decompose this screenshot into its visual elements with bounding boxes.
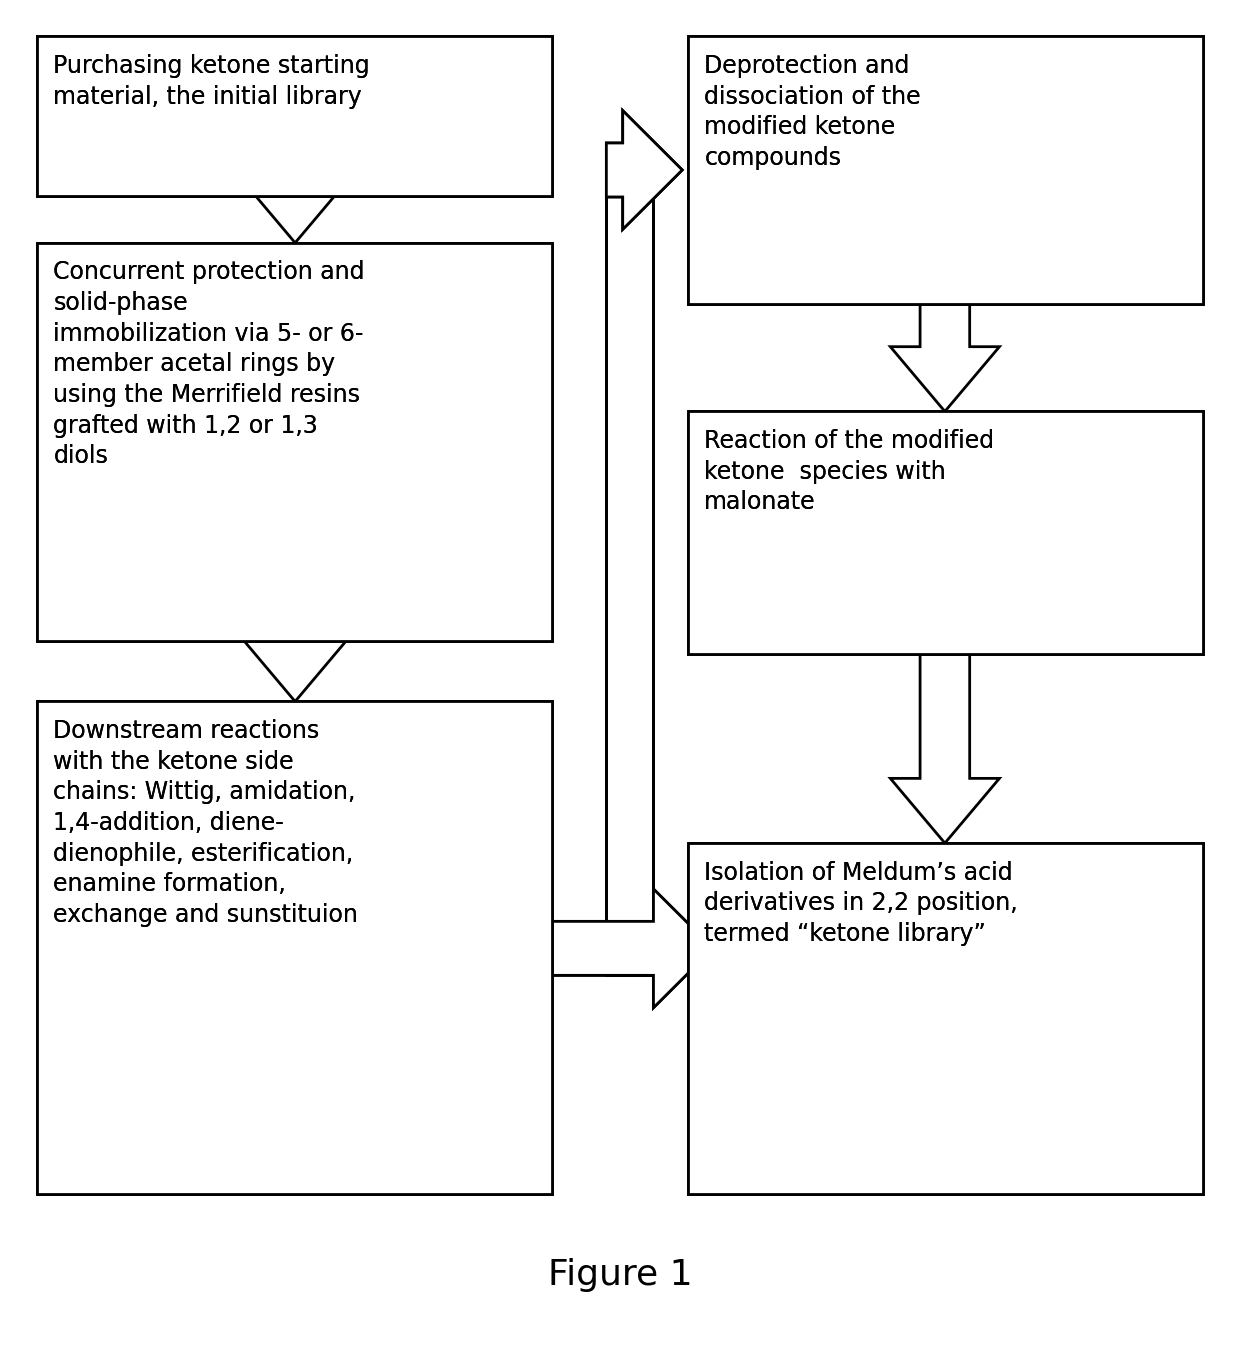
FancyArrow shape — [606, 111, 682, 229]
Text: Deprotection and
dissociation of the
modified ketone
compounds: Deprotection and dissociation of the mod… — [704, 54, 921, 170]
Text: Purchasing ketone starting
material, the initial library: Purchasing ketone starting material, the… — [53, 54, 370, 109]
Text: Deprotection and
dissociation of the
modified ketone
compounds: Deprotection and dissociation of the mod… — [704, 54, 921, 170]
Text: Isolation of Meldum’s acid
derivatives in 2,2 position,
termed “ketone library”: Isolation of Meldum’s acid derivatives i… — [704, 861, 1018, 946]
Text: Isolation of Meldum’s acid
derivatives in 2,2 position,
termed “ketone library”: Isolation of Meldum’s acid derivatives i… — [704, 861, 1018, 946]
FancyArrow shape — [890, 304, 999, 411]
FancyBboxPatch shape — [606, 143, 653, 975]
Text: Reaction of the modified
ketone  species with
malonate: Reaction of the modified ketone species … — [704, 429, 994, 514]
FancyBboxPatch shape — [688, 411, 1203, 654]
Text: Figure 1: Figure 1 — [548, 1257, 692, 1292]
FancyBboxPatch shape — [37, 243, 552, 641]
FancyBboxPatch shape — [688, 36, 1203, 304]
FancyBboxPatch shape — [37, 243, 552, 641]
FancyArrow shape — [890, 654, 999, 843]
FancyBboxPatch shape — [37, 36, 552, 196]
Text: Concurrent protection and
solid-phase
immobilization via 5- or 6-
member acetal : Concurrent protection and solid-phase im… — [53, 260, 365, 468]
Text: Reaction of the modified
ketone  species with
malonate: Reaction of the modified ketone species … — [704, 429, 994, 514]
FancyBboxPatch shape — [37, 701, 552, 1194]
Text: Downstream reactions
with the ketone side
chains: Wittig, amidation,
1,4-additio: Downstream reactions with the ketone sid… — [53, 719, 358, 927]
FancyBboxPatch shape — [37, 36, 552, 196]
FancyArrow shape — [241, 178, 350, 243]
FancyArrow shape — [552, 889, 713, 1008]
FancyArrow shape — [552, 889, 713, 1008]
FancyBboxPatch shape — [688, 843, 1203, 1194]
Text: Concurrent protection and
solid-phase
immobilization via 5- or 6-
member acetal : Concurrent protection and solid-phase im… — [53, 260, 365, 468]
Text: Downstream reactions
with the ketone side
chains: Wittig, amidation,
1,4-additio: Downstream reactions with the ketone sid… — [53, 719, 358, 927]
Text: Purchasing ketone starting
material, the initial library: Purchasing ketone starting material, the… — [53, 54, 370, 109]
FancyBboxPatch shape — [688, 843, 1203, 1194]
FancyBboxPatch shape — [37, 701, 552, 1194]
FancyArrow shape — [241, 637, 350, 701]
FancyBboxPatch shape — [619, 156, 641, 962]
FancyBboxPatch shape — [688, 411, 1203, 654]
FancyBboxPatch shape — [688, 36, 1203, 304]
FancyArrow shape — [606, 111, 682, 229]
